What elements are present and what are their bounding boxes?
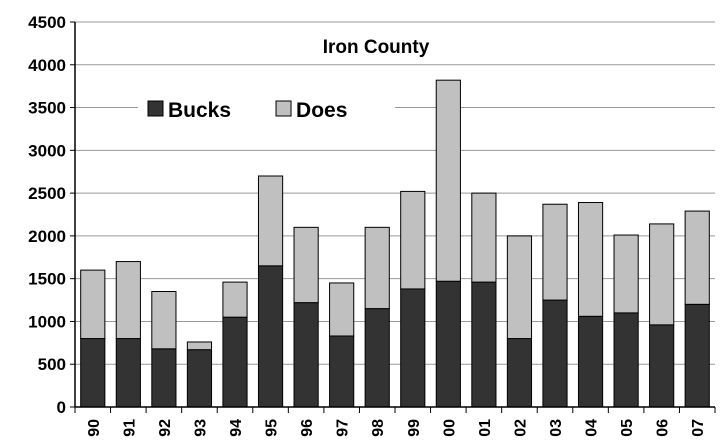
bar-segment bbox=[364, 226, 390, 310]
x-tick-label: 06 bbox=[655, 419, 672, 437]
x-tick-label: 97 bbox=[335, 419, 352, 437]
y-tick-label: 500 bbox=[38, 355, 66, 374]
bar-segment bbox=[186, 341, 213, 351]
chart-title: Iron County bbox=[323, 37, 430, 58]
bar-segment bbox=[115, 338, 141, 408]
y-tick-label: 4000 bbox=[28, 56, 66, 75]
bar-segment bbox=[471, 281, 497, 408]
legend-bg bbox=[138, 93, 395, 123]
bar-segment bbox=[542, 203, 568, 301]
x-tick-label: 04 bbox=[584, 419, 601, 437]
x-tick-label: 92 bbox=[157, 419, 174, 437]
bar-segment bbox=[400, 288, 426, 408]
bar-segment bbox=[506, 338, 533, 408]
x-tick-label: 91 bbox=[121, 419, 138, 437]
bar-segment bbox=[293, 302, 319, 408]
bar-segment bbox=[329, 282, 355, 337]
x-tick-label: 05 bbox=[619, 419, 636, 437]
y-tick-label: 3000 bbox=[28, 141, 66, 160]
bar-segment bbox=[293, 226, 319, 304]
bar-segment bbox=[115, 261, 141, 340]
bar-segment bbox=[80, 338, 106, 408]
x-tick-label: 99 bbox=[406, 419, 423, 437]
legend-swatch bbox=[147, 100, 164, 117]
x-tick-label: 98 bbox=[370, 419, 387, 437]
x-tick-label: 90 bbox=[86, 419, 103, 437]
bar-segment bbox=[257, 175, 284, 267]
bar-segment bbox=[257, 265, 284, 408]
y-tick-label: 1500 bbox=[28, 270, 66, 289]
x-tick-label: 95 bbox=[264, 419, 281, 437]
bar-segment bbox=[329, 335, 355, 408]
y-tick-label: 1000 bbox=[28, 312, 66, 331]
y-tick-label: 2000 bbox=[28, 227, 66, 246]
x-tick-label: 96 bbox=[299, 419, 316, 437]
legend-label: Does bbox=[296, 99, 347, 122]
x-tick-label: 00 bbox=[441, 419, 458, 437]
x-tick-label: 02 bbox=[512, 419, 529, 437]
bar-segment bbox=[80, 269, 106, 340]
bar-segment bbox=[613, 312, 639, 408]
bar-segment bbox=[471, 192, 497, 283]
bar-segment bbox=[649, 223, 675, 326]
x-tick-label: 93 bbox=[192, 419, 209, 437]
bar-segment bbox=[364, 308, 390, 408]
bar-segment bbox=[400, 190, 426, 290]
legend-label: Bucks bbox=[168, 99, 231, 122]
bar-segment bbox=[542, 299, 568, 408]
bar-segment bbox=[151, 291, 177, 350]
bar-segment bbox=[151, 348, 177, 408]
x-tick-label: 94 bbox=[228, 419, 245, 437]
title-bg bbox=[298, 32, 454, 60]
bar-segment bbox=[435, 79, 461, 282]
y-tick-label: 0 bbox=[57, 398, 66, 417]
bar-segment bbox=[613, 234, 639, 314]
bar-segment bbox=[222, 316, 248, 408]
y-tick-label: 4500 bbox=[28, 13, 66, 32]
bar-segment bbox=[577, 202, 604, 317]
x-tick-label: 03 bbox=[548, 419, 565, 437]
bar-segment bbox=[684, 210, 710, 305]
bar-segment bbox=[577, 315, 604, 408]
x-tick-label: 07 bbox=[690, 419, 707, 437]
y-tick-label: 2500 bbox=[28, 184, 66, 203]
bar-segment bbox=[684, 303, 710, 408]
bar-segment bbox=[649, 324, 675, 408]
bar-segment bbox=[435, 280, 461, 408]
legend-swatch bbox=[275, 100, 292, 117]
bar-segment bbox=[222, 281, 248, 318]
bar-segment bbox=[506, 235, 533, 340]
y-tick-label: 3500 bbox=[28, 99, 66, 118]
bar-segment bbox=[186, 349, 213, 408]
x-tick-label: 01 bbox=[477, 419, 494, 437]
